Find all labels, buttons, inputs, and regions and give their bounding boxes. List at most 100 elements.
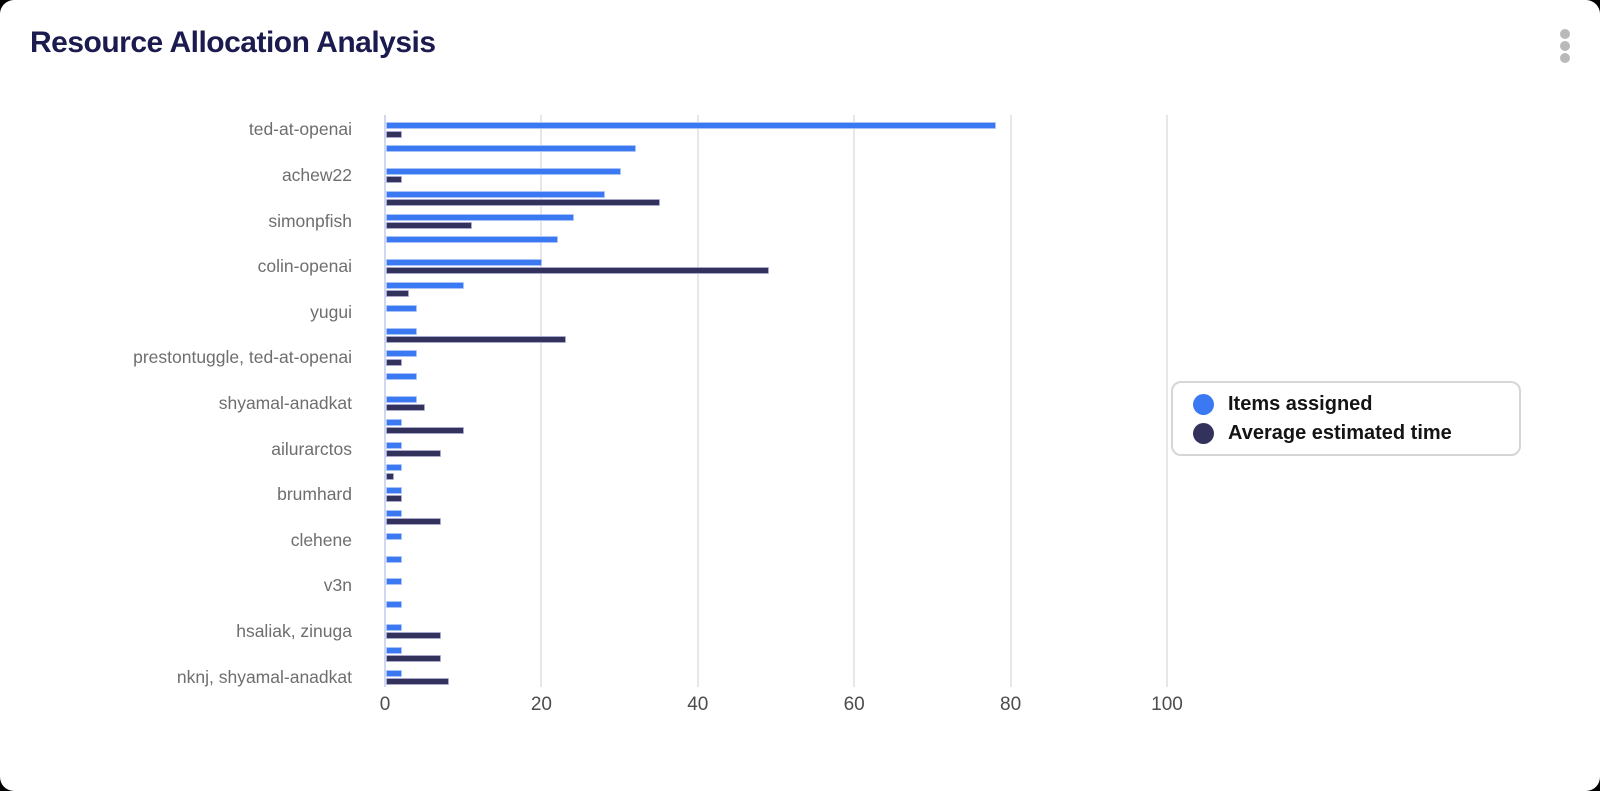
bar-items-assigned[interactable]: [386, 464, 402, 472]
bar-items-assigned[interactable]: [386, 487, 402, 495]
category-label: prestontuggle, ted-at-openai: [133, 347, 352, 368]
bar-items-assigned[interactable]: [386, 601, 402, 609]
bar-items-assigned[interactable]: [386, 213, 574, 221]
chart-row: [0, 367, 1600, 390]
bar-items-assigned[interactable]: [386, 304, 418, 312]
chart-row: [0, 321, 1600, 344]
chart-row: ted-at-openai: [0, 116, 1600, 139]
chart-row: [0, 640, 1600, 663]
bar-items-assigned[interactable]: [386, 669, 402, 677]
bar-average-estimated-time[interactable]: [386, 221, 473, 229]
category-label: colin-openai: [257, 256, 352, 277]
chart-row: [0, 139, 1600, 162]
chart-row: [0, 595, 1600, 618]
category-label: clehene: [290, 529, 352, 550]
bar-average-estimated-time[interactable]: [386, 176, 402, 184]
bar-items-assigned[interactable]: [386, 122, 996, 130]
legend-item-items-assigned[interactable]: Items assigned: [1193, 393, 1519, 416]
category-label: simonpfish: [268, 210, 352, 231]
bar-items-assigned[interactable]: [386, 236, 559, 244]
menu-dot: [1560, 29, 1570, 39]
gridline: [1166, 115, 1168, 687]
x-axis-tick-label: 80: [1000, 694, 1022, 715]
bar-average-estimated-time[interactable]: [386, 358, 402, 366]
category-label: achew22: [281, 164, 352, 185]
bar-average-estimated-time[interactable]: [386, 518, 441, 526]
bar-items-assigned[interactable]: [386, 259, 543, 267]
bar-average-estimated-time[interactable]: [386, 404, 426, 412]
chart-row: [0, 503, 1600, 526]
gridline: [540, 115, 543, 687]
bar-items-assigned[interactable]: [386, 532, 402, 540]
category-label: ailurarctos: [271, 438, 352, 459]
x-axis-tick-label: 40: [687, 694, 709, 715]
x-axis-tick-label: 100: [1151, 694, 1183, 715]
bar-items-assigned[interactable]: [386, 327, 418, 335]
bar-average-estimated-time[interactable]: [386, 677, 449, 685]
chart-row: [0, 184, 1600, 207]
x-axis-tick-label: 20: [530, 694, 552, 715]
chart-row: yugui: [0, 298, 1600, 322]
bar-items-assigned[interactable]: [386, 623, 402, 631]
category-label: shyamal-anadkat: [218, 392, 352, 413]
legend-swatch-average-estimated-time-icon: [1193, 422, 1214, 444]
bar-average-estimated-time[interactable]: [386, 632, 441, 640]
bar-items-assigned[interactable]: [386, 190, 605, 198]
bar-items-assigned[interactable]: [386, 395, 418, 403]
chart-row: hsaliak, zinuga: [0, 617, 1600, 641]
legend-swatch-items-assigned-icon: [1193, 393, 1214, 415]
chart-legend: Items assigned Average estimated time: [1171, 381, 1521, 456]
bar-average-estimated-time[interactable]: [386, 449, 441, 457]
legend-label-items-assigned: Items assigned: [1228, 392, 1373, 415]
bar-average-estimated-time[interactable]: [386, 472, 394, 480]
bar-items-assigned[interactable]: [386, 145, 637, 153]
bar-items-assigned[interactable]: [386, 167, 621, 175]
chart-row: shyamal-anadkat: [0, 389, 1600, 413]
bar-items-assigned[interactable]: [386, 418, 402, 426]
bar-items-assigned[interactable]: [386, 441, 402, 449]
chart-row: [0, 230, 1600, 253]
gridline: [696, 115, 699, 687]
chart-row: [0, 412, 1600, 435]
chart-row: [0, 458, 1600, 481]
chart-row: clehene: [0, 526, 1600, 550]
bar-average-estimated-time[interactable]: [386, 290, 410, 298]
bar-average-estimated-time[interactable]: [386, 198, 660, 206]
category-label: hsaliak, zinuga: [236, 620, 352, 641]
bar-items-assigned[interactable]: [386, 555, 402, 563]
gridline: [1009, 115, 1012, 687]
chart-row: brumhard: [0, 481, 1600, 504]
x-axis-tick-label: 0: [379, 694, 391, 715]
chart-row: ailurarctos: [0, 435, 1600, 459]
category-label: nknj, shyamal-anadkat: [176, 666, 352, 687]
bar-items-assigned[interactable]: [386, 350, 418, 358]
bar-items-assigned[interactable]: [386, 373, 418, 381]
category-label: ted-at-openai: [248, 119, 352, 140]
bar-items-assigned[interactable]: [386, 509, 402, 517]
chart-row: [0, 549, 1600, 572]
menu-dot: [1560, 53, 1570, 63]
bar-average-estimated-time[interactable]: [386, 426, 465, 434]
legend-item-average-estimated-time[interactable]: Average estimated time: [1193, 422, 1519, 445]
category-label: yugui: [310, 301, 352, 322]
chart-row: nknj, shyamal-anadkat: [0, 663, 1600, 687]
bar-average-estimated-time[interactable]: [386, 335, 566, 343]
y-axis-line: [384, 115, 386, 687]
category-label: v3n: [323, 575, 352, 596]
kebab-menu-icon[interactable]: [1560, 29, 1572, 63]
bar-average-estimated-time[interactable]: [386, 495, 402, 503]
bar-items-assigned[interactable]: [386, 281, 465, 289]
bar-items-assigned[interactable]: [386, 578, 402, 586]
gridline: [853, 115, 856, 687]
chart-row: simonpfish: [0, 207, 1600, 231]
chart-row: colin-openai: [0, 253, 1600, 276]
bar-items-assigned[interactable]: [386, 646, 402, 654]
menu-dot: [1560, 41, 1570, 51]
bar-average-estimated-time[interactable]: [386, 267, 770, 275]
bar-average-estimated-time[interactable]: [386, 130, 402, 138]
bar-average-estimated-time[interactable]: [386, 654, 441, 662]
chart-row: v3n: [0, 572, 1600, 595]
chart-row: [0, 275, 1600, 298]
